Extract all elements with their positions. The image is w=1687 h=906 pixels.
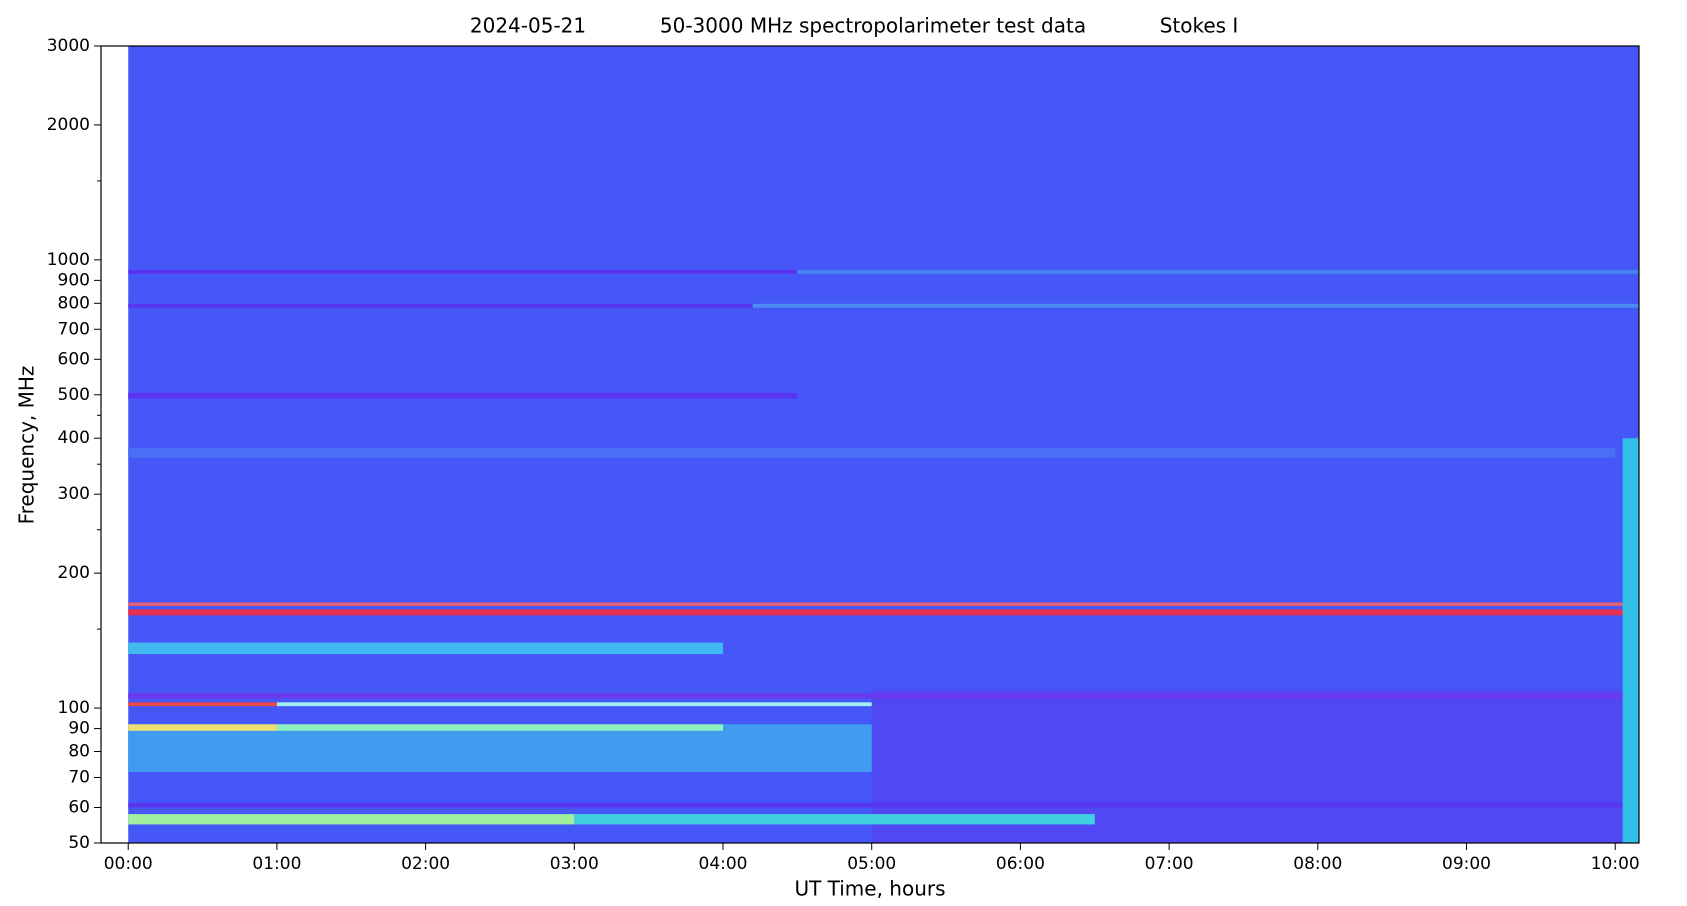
y-tick-label: 2000 <box>47 115 90 135</box>
y-tick-label: 70 <box>68 768 90 788</box>
y-tick-label: 60 <box>68 798 90 818</box>
x-tick-label: 10:00 <box>1591 854 1640 874</box>
x-tick-label: 07:00 <box>1145 854 1194 874</box>
y-tick-label: 700 <box>58 319 90 339</box>
spectrum-band <box>128 802 1639 808</box>
spectrum-band <box>128 814 575 825</box>
x-tick-label: 09:00 <box>1442 854 1491 874</box>
x-tick-label: 06:00 <box>996 854 1045 874</box>
plot-frame <box>100 45 1640 844</box>
spectrum-band <box>128 724 277 731</box>
spectrum-band <box>128 448 1616 458</box>
spectrum-band <box>128 269 798 274</box>
spectrum-band <box>276 724 724 731</box>
chart-title: 2024-05-21 <box>470 14 586 38</box>
spectrum-band <box>128 303 753 308</box>
y-axis-label: Frequency, MHz <box>15 366 39 525</box>
x-tick-label: 03:00 <box>550 854 599 874</box>
y-tick-label: 800 <box>58 293 90 313</box>
chart-title: Stokes I <box>1160 14 1239 38</box>
y-tick-label: 300 <box>58 484 90 504</box>
x-tick-label: 05:00 <box>847 854 896 874</box>
spectrum-band <box>752 303 1639 308</box>
x-tick-label: 01:00 <box>252 854 301 874</box>
y-tick-label: 3000 <box>47 36 90 56</box>
y-tick-label: 80 <box>68 742 90 762</box>
spectrum-band <box>128 693 1639 699</box>
spectrum-band <box>1622 438 1639 843</box>
spectrum-band <box>128 724 872 773</box>
spectrum-band <box>128 702 277 707</box>
x-tick-label: 08:00 <box>1293 854 1342 874</box>
y-tick-label: 400 <box>58 428 90 448</box>
spectrum-band <box>276 702 872 707</box>
x-tick-label: 00:00 <box>104 854 153 874</box>
chart-title: 50-3000 MHz spectropolarimeter test data <box>660 14 1086 38</box>
spectrum-band <box>128 642 724 655</box>
x-tick-label: 02:00 <box>401 854 450 874</box>
y-tick-label: 200 <box>58 563 90 583</box>
spectrum-band <box>128 609 1639 616</box>
y-tick-label: 900 <box>58 270 90 290</box>
y-tick-label: 1000 <box>47 250 90 270</box>
spectrum-band <box>797 269 1639 274</box>
y-tick-label: 90 <box>68 719 90 739</box>
x-tick-label: 04:00 <box>699 854 748 874</box>
y-tick-label: 500 <box>58 385 90 405</box>
spectrum-band <box>128 392 798 399</box>
y-tick-label: 600 <box>58 349 90 369</box>
x-axis-label: UT Time, hours <box>794 877 945 901</box>
y-tick-label: 50 <box>68 833 90 853</box>
spectrum-band <box>128 602 1639 606</box>
spectrum-band <box>574 814 1095 825</box>
y-tick-label: 100 <box>58 698 90 718</box>
